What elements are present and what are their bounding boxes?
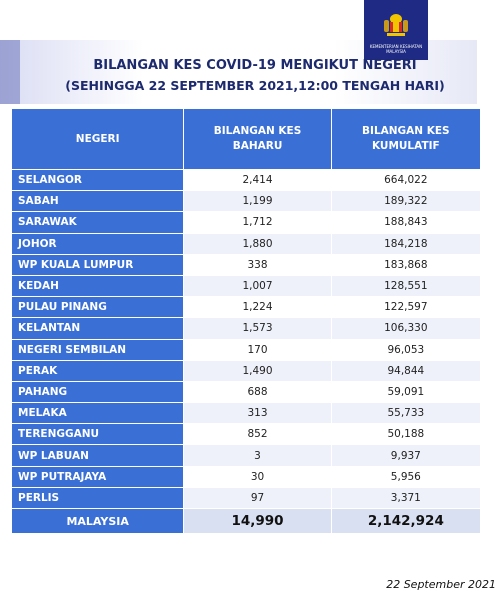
table-row: SARAWAK 1,712 188,843 bbox=[10, 211, 482, 234]
table-row: SABAH 1,199 189,322 bbox=[10, 190, 482, 213]
new-cases-cell: 1,199 bbox=[183, 190, 332, 213]
table-row: KEDAH 1,007 128,551 bbox=[10, 274, 482, 298]
new-cases-cell: 3 bbox=[183, 444, 332, 467]
cumulative-cases-cell: 9,937 bbox=[330, 444, 482, 467]
new-cases-cell: 30 bbox=[183, 465, 332, 488]
cumulative-cases-cell: 128,551 bbox=[330, 274, 482, 298]
new-cases-cell: 338 bbox=[183, 253, 332, 276]
new-cases-cell: 852 bbox=[183, 423, 332, 446]
new-cases-cell: 1,007 bbox=[183, 274, 332, 298]
cumulative-cases-cell: 183,868 bbox=[330, 253, 482, 276]
table-row: JOHOR 1,880 184,218 bbox=[10, 232, 482, 255]
cumulative-cases-cell: 664,022 bbox=[330, 168, 482, 192]
state-cell: SELANGOR bbox=[10, 168, 185, 192]
state-cell: MELAKA bbox=[10, 402, 185, 425]
table-row: WP KUALA LUMPUR 338 183,868 bbox=[10, 253, 482, 276]
state-cell: PAHANG bbox=[10, 380, 185, 404]
state-cell: WP KUALA LUMPUR bbox=[10, 253, 185, 276]
new-cases-cell: 688 bbox=[183, 380, 332, 404]
state-cell: TERENGGANU bbox=[10, 423, 185, 446]
header-cumulative-cases: BILANGAN KES KUMULATIF bbox=[330, 108, 482, 170]
cumulative-cases-cell: 94,844 bbox=[330, 359, 482, 382]
state-cell: JOHOR bbox=[10, 232, 185, 255]
total-cumulative-cases: 2,142,924 bbox=[330, 508, 482, 534]
new-cases-cell: 2,414 bbox=[183, 168, 332, 192]
table-row: KELANTAN 1,573 106,330 bbox=[10, 317, 482, 340]
table-row: PERLIS 97 3,371 bbox=[10, 486, 482, 510]
new-cases-cell: 1,880 bbox=[183, 232, 332, 255]
new-cases-cell: 1,712 bbox=[183, 211, 332, 234]
new-cases-cell: 1,573 bbox=[183, 317, 332, 340]
banner-accent bbox=[0, 40, 20, 104]
ministry-logo-text: KEMENTERIAN KESIHATAN MALAYSIA bbox=[369, 44, 423, 54]
table-row: PULAU PINANG 1,224 122,597 bbox=[10, 296, 482, 319]
cumulative-cases-cell: 188,843 bbox=[330, 211, 482, 234]
table-row: WP PUTRAJAYA 30 5,956 bbox=[10, 465, 482, 488]
cumulative-cases-cell: 184,218 bbox=[330, 232, 482, 255]
cumulative-cases-cell: 55,733 bbox=[330, 402, 482, 425]
state-cell: KELANTAN bbox=[10, 317, 185, 340]
cumulative-cases-cell: 122,597 bbox=[330, 296, 482, 319]
new-cases-cell: 97 bbox=[183, 486, 332, 510]
page-title: BILANGAN KES COVID-19 MENGIKUT NEGERI bbox=[93, 58, 417, 73]
total-row: MALAYSIA 14,990 2,142,924 bbox=[10, 508, 482, 534]
new-cases-cell: 1,224 bbox=[183, 296, 332, 319]
cumulative-cases-cell: 106,330 bbox=[330, 317, 482, 340]
header-new-cases: BILANGAN KES BAHARU bbox=[183, 108, 332, 170]
cumulative-cases-cell: 50,188 bbox=[330, 423, 482, 446]
state-cell: PULAU PINANG bbox=[10, 296, 185, 319]
table-row: TERENGGANU 852 50,188 bbox=[10, 423, 482, 446]
footer-date: 22 September 2021 bbox=[386, 578, 496, 591]
state-cell: KEDAH bbox=[10, 274, 185, 298]
malaysia-coat-of-arms-icon bbox=[384, 14, 408, 36]
state-cell: SARAWAK bbox=[10, 211, 185, 234]
new-cases-cell: 313 bbox=[183, 402, 332, 425]
table-row: MELAKA 313 55,733 bbox=[10, 402, 482, 425]
cumulative-cases-cell: 96,053 bbox=[330, 338, 482, 361]
table-row: PERAK 1,490 94,844 bbox=[10, 359, 482, 382]
state-cell: PERLIS bbox=[10, 486, 185, 510]
state-cell: NEGERI SEMBILAN bbox=[10, 338, 185, 361]
total-label: MALAYSIA bbox=[10, 508, 185, 534]
state-cell: WP PUTRAJAYA bbox=[10, 465, 185, 488]
covid-cases-table: NEGERI BILANGAN KES BAHARU BILANGAN KES KU… bbox=[10, 108, 482, 534]
table-row: PAHANG 688 59,091 bbox=[10, 380, 482, 404]
new-cases-cell: 1,490 bbox=[183, 359, 332, 382]
state-cell: WP LABUAN bbox=[10, 444, 185, 467]
new-cases-cell: 170 bbox=[183, 338, 332, 361]
table-row: NEGERI SEMBILAN 170 96,053 bbox=[10, 338, 482, 361]
table-row: WP LABUAN 3 9,937 bbox=[10, 444, 482, 467]
cumulative-cases-cell: 3,371 bbox=[330, 486, 482, 510]
table-row: SELANGOR 2,414 664,022 bbox=[10, 168, 482, 192]
total-new-cases: 14,990 bbox=[183, 508, 332, 534]
state-cell: SABAH bbox=[10, 190, 185, 213]
state-cell: PERAK bbox=[10, 359, 185, 382]
page-subtitle: (SEHINGGA 22 SEPTEMBER 2021,12:00 TENGAH… bbox=[65, 78, 445, 93]
cumulative-cases-cell: 5,956 bbox=[330, 465, 482, 488]
cumulative-cases-cell: 189,322 bbox=[330, 190, 482, 213]
header-state: NEGERI bbox=[10, 108, 185, 170]
cumulative-cases-cell: 59,091 bbox=[330, 380, 482, 404]
